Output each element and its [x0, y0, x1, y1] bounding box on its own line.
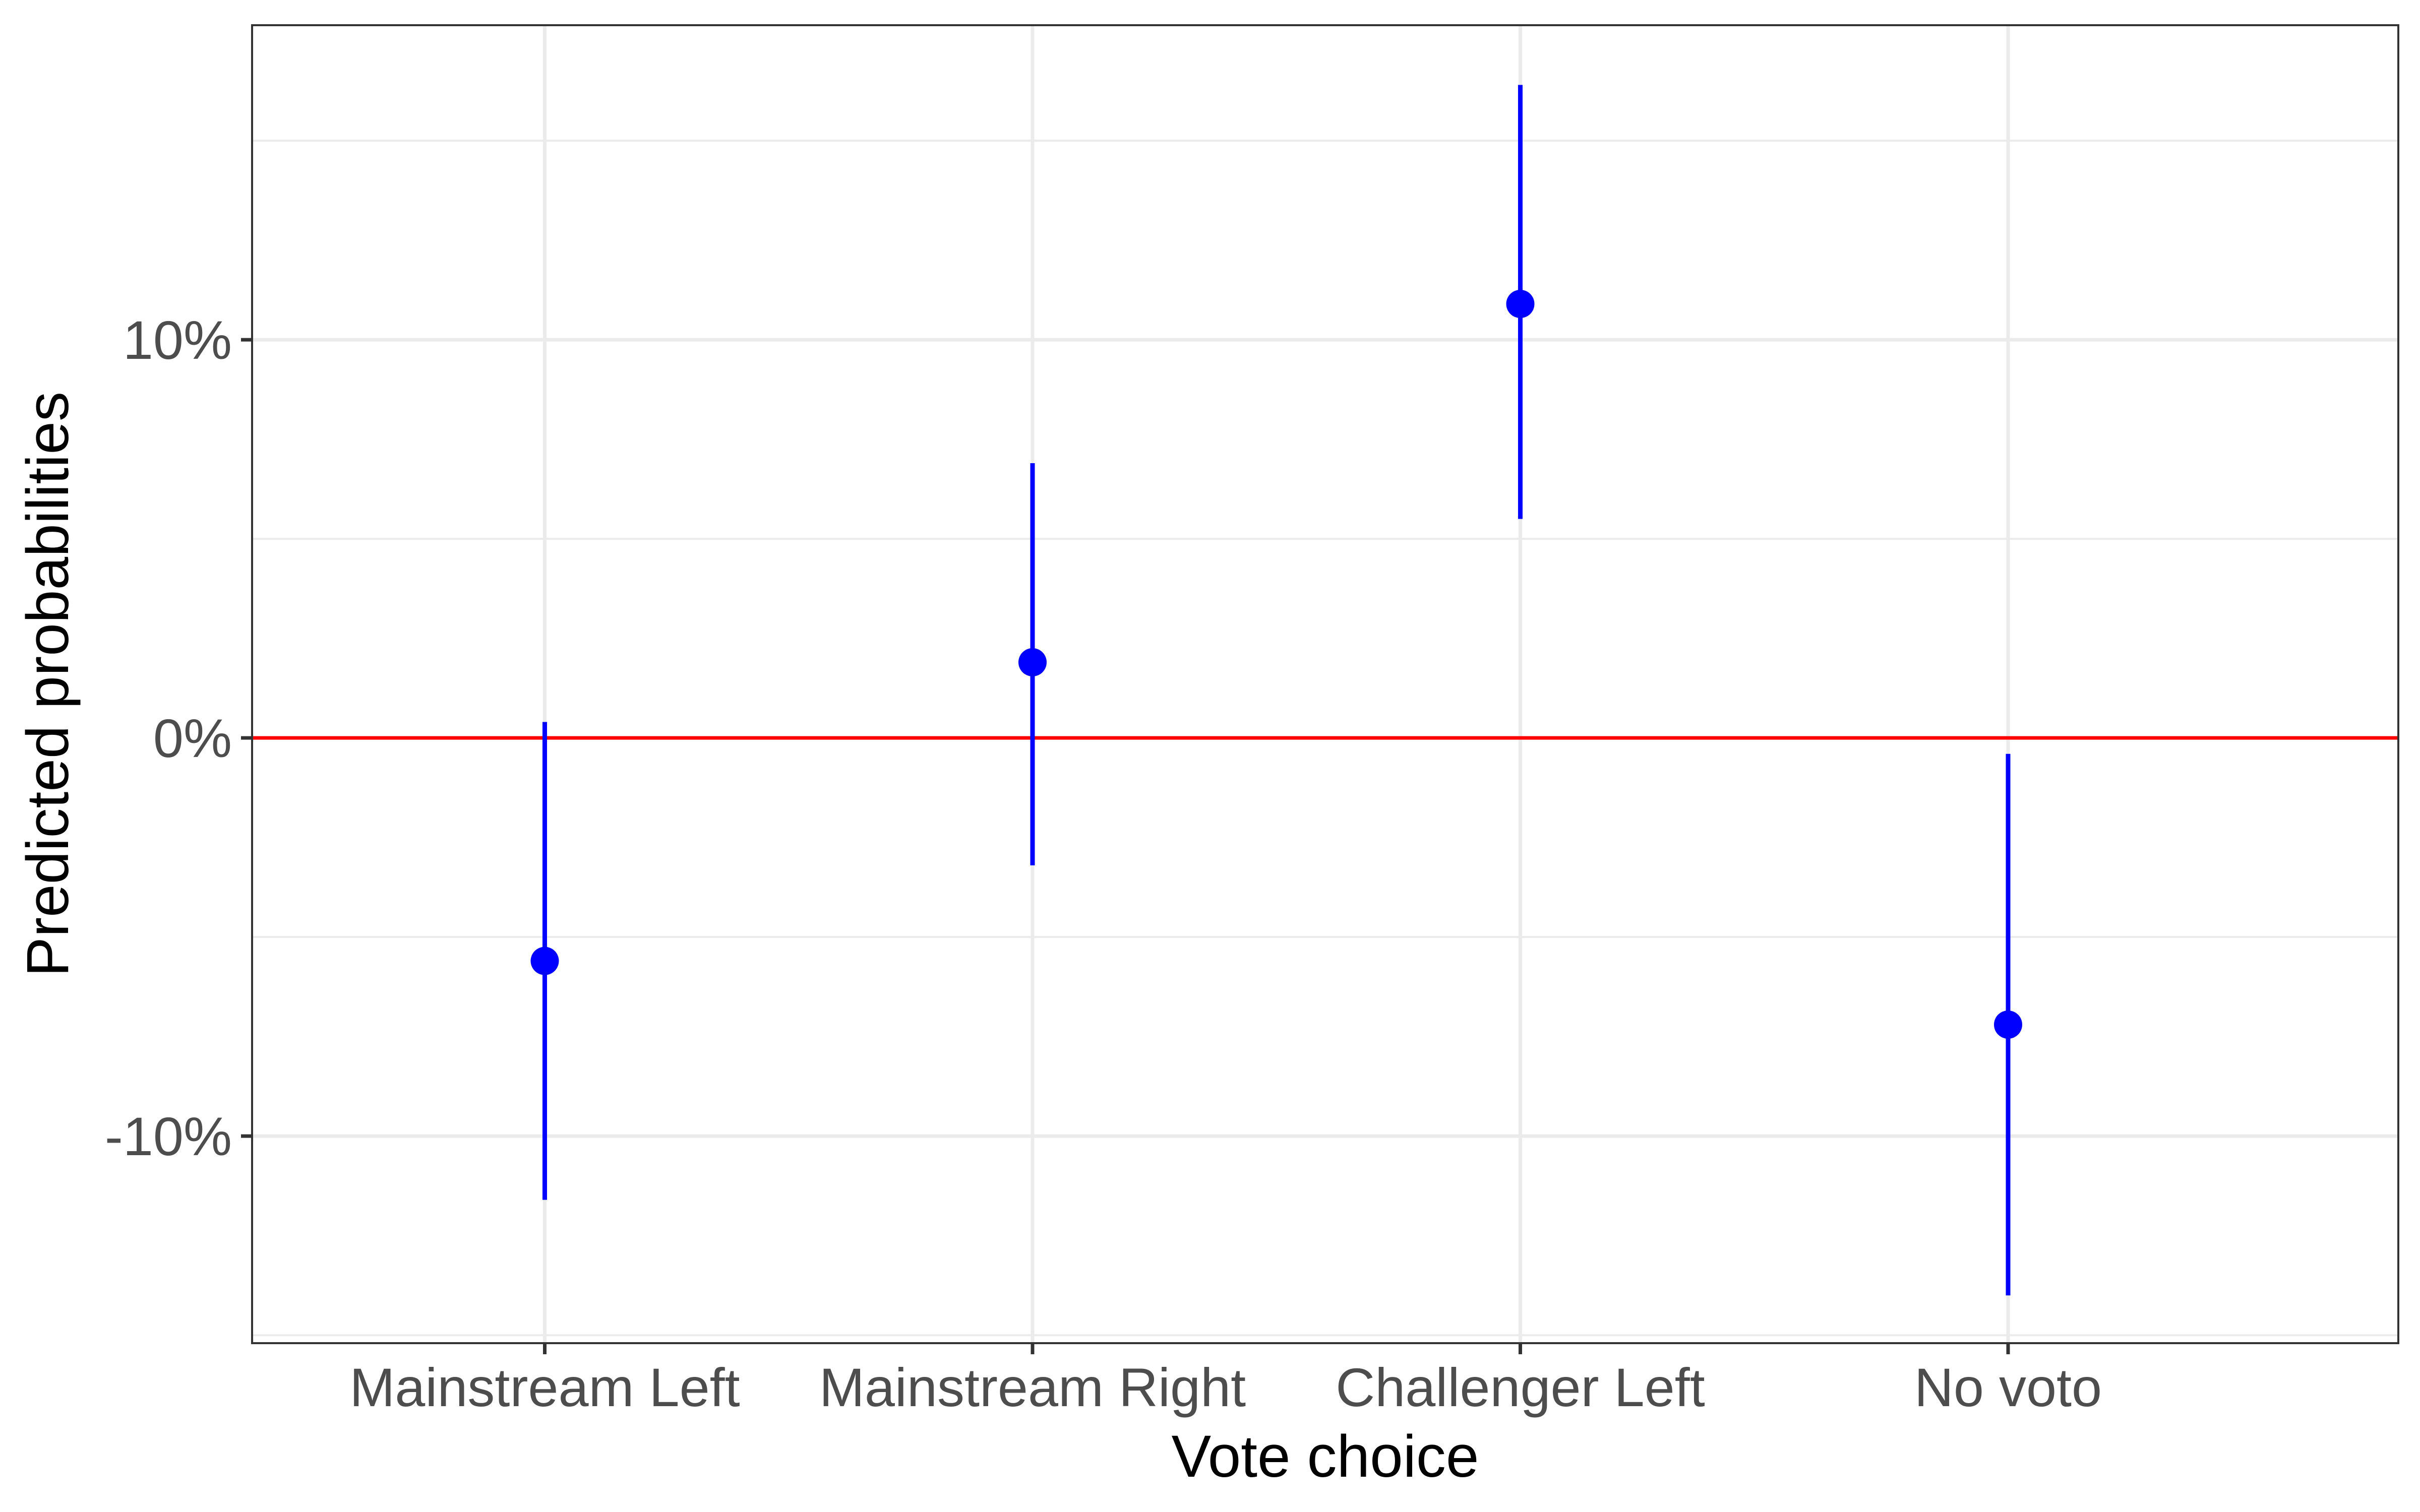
x-tick-label: Challenger Left [1336, 1357, 1705, 1418]
y-axis-title: Predicted probabilities [15, 392, 81, 977]
estimate-point [1994, 1010, 2022, 1039]
estimate-point [1018, 648, 1047, 677]
estimate-point [1506, 290, 1535, 319]
x-tick-label: Mainstream Right [819, 1357, 1246, 1418]
x-axis-title: Vote choice [1171, 1423, 1479, 1490]
axes-layer: -10% 0% 10% Mainstream Left Mainstream Right… [105, 309, 2102, 1418]
estimate-point [530, 947, 559, 975]
y-tick-label: 10% [123, 309, 232, 370]
panel-border [251, 24, 2399, 1344]
minor-gridlines [252, 140, 2398, 1337]
x-tick-label: Mainstream Left [349, 1357, 740, 1418]
y-tick-label: 0% [153, 708, 232, 769]
x-tick-label: No voto [1914, 1357, 2102, 1418]
y-tick-label: -10% [105, 1106, 232, 1167]
data-layer [530, 85, 2022, 1296]
